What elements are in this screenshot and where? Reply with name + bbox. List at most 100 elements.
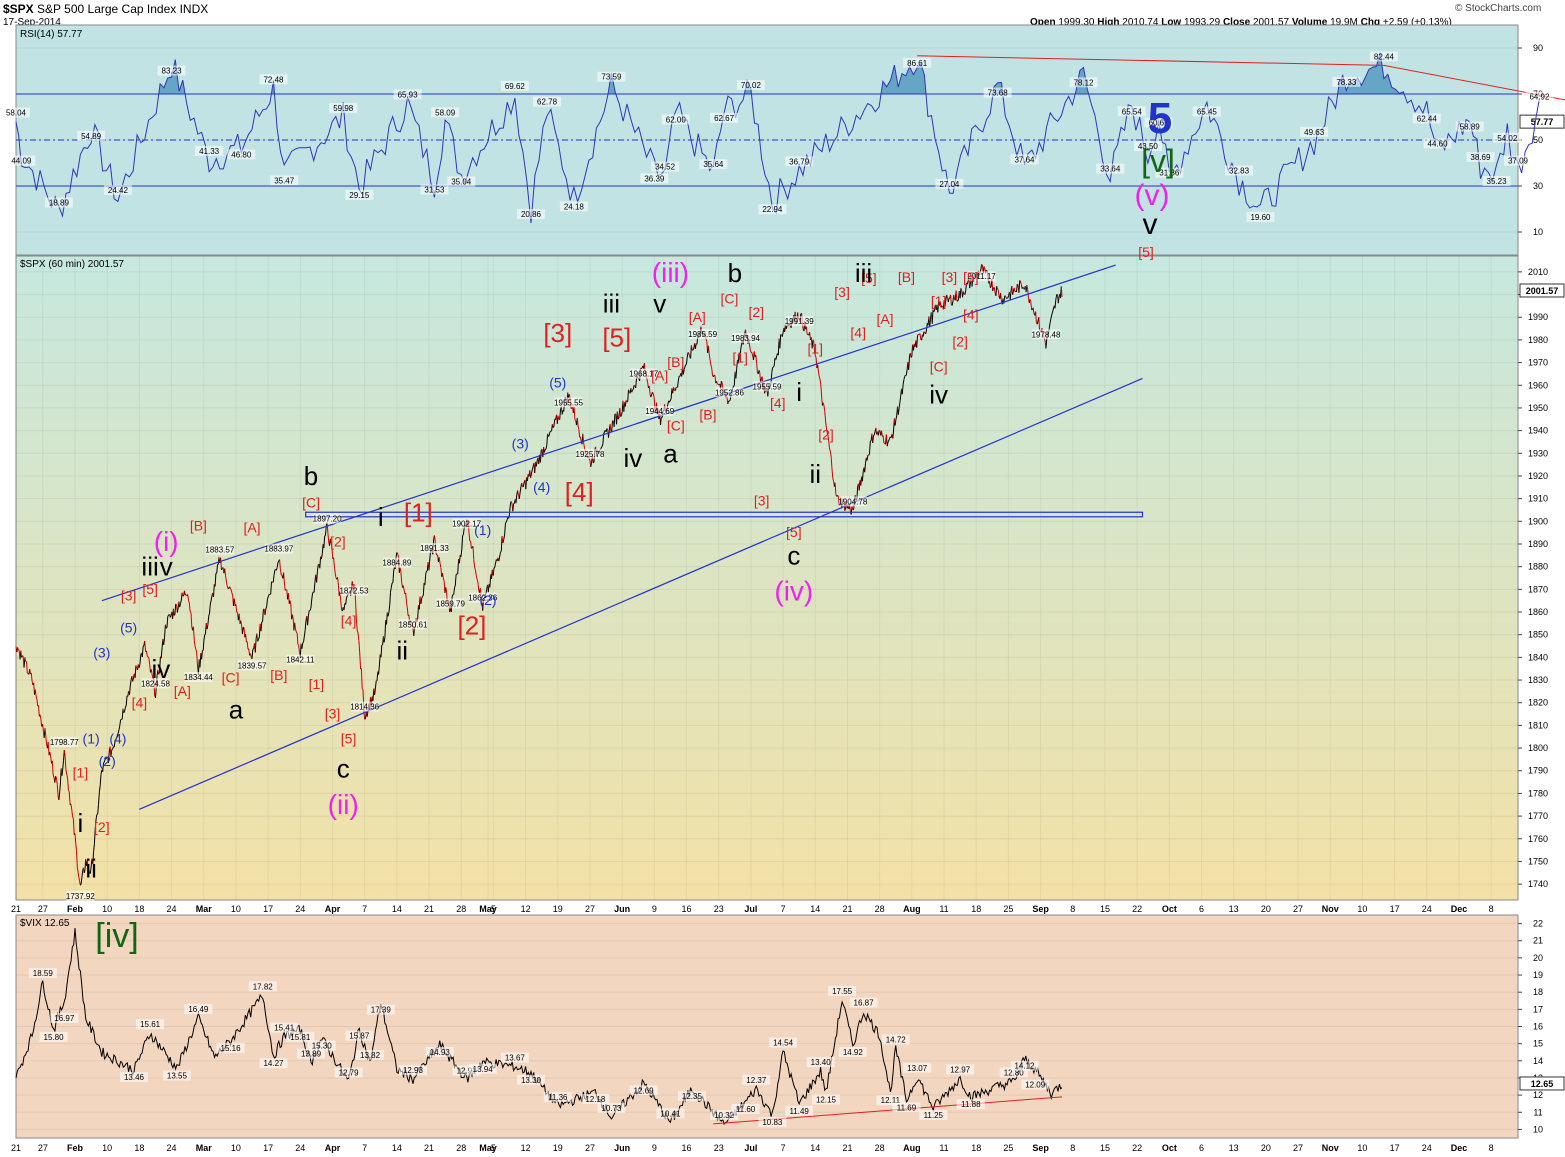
x-tick-label: 14 bbox=[810, 904, 820, 914]
rsi-current-box bbox=[1519, 114, 1565, 129]
price-segment bbox=[56, 784, 59, 797]
price-segment bbox=[88, 869, 91, 874]
rsi-value-label: 44.60 bbox=[1428, 139, 1449, 148]
price-segment bbox=[825, 421, 827, 428]
price-segment bbox=[616, 411, 619, 420]
price-segment bbox=[139, 655, 142, 665]
price-label-bg bbox=[838, 496, 867, 507]
price-value-label: 1883.57 bbox=[205, 546, 234, 555]
price-segment bbox=[919, 333, 922, 340]
x-tick-label: 27 bbox=[585, 904, 595, 914]
price-tick-label: 1970 bbox=[1528, 358, 1548, 368]
price-segment bbox=[613, 413, 616, 428]
x-tick-label: Jun bbox=[614, 904, 630, 914]
vix-value-label: 14.54 bbox=[773, 1039, 794, 1048]
price-segment bbox=[549, 430, 552, 433]
price-segment bbox=[290, 604, 293, 620]
rsi-value-label: 35.23 bbox=[1487, 177, 1508, 186]
price-segment bbox=[188, 599, 190, 604]
wave-label: [2] bbox=[94, 819, 110, 835]
x-tick-label: 21 bbox=[424, 904, 434, 914]
price-segment bbox=[1032, 307, 1035, 314]
rsi-label-bg bbox=[1482, 175, 1511, 186]
price-segment bbox=[694, 343, 697, 349]
price-segment bbox=[145, 650, 148, 656]
price-segment bbox=[420, 598, 423, 604]
price-segment bbox=[682, 369, 685, 375]
vix-label-bg bbox=[656, 1108, 685, 1119]
price-segment bbox=[628, 389, 630, 392]
vix-value-label: 15.16 bbox=[221, 1044, 242, 1053]
wave-label: iv bbox=[929, 379, 948, 409]
wave-label-v-green: [v] bbox=[1141, 143, 1175, 179]
vix-label-bg bbox=[28, 968, 57, 979]
price-segment bbox=[901, 384, 904, 395]
price-segment bbox=[51, 760, 54, 775]
vix-tick-label: 14 bbox=[1533, 1056, 1543, 1066]
price-segment bbox=[727, 400, 730, 405]
price-segment bbox=[908, 356, 910, 370]
price-segment bbox=[1012, 291, 1014, 295]
price-segment bbox=[333, 566, 336, 574]
price-segment bbox=[99, 774, 102, 786]
wave-label: [C] bbox=[930, 359, 948, 375]
price-segment bbox=[720, 380, 722, 389]
price-segment bbox=[617, 417, 620, 420]
price-segment bbox=[173, 614, 176, 616]
price-segment bbox=[779, 334, 782, 349]
price-segment bbox=[877, 430, 880, 436]
price-segment bbox=[189, 610, 192, 614]
wave-label: (ii) bbox=[328, 789, 359, 820]
price-segment bbox=[602, 433, 605, 444]
vix-value-label: 16.97 bbox=[54, 1014, 75, 1023]
price-segment bbox=[468, 532, 471, 542]
price-segment bbox=[29, 669, 31, 674]
price-tick-label: 1820 bbox=[1528, 698, 1548, 708]
wave-label: [1] bbox=[807, 341, 823, 357]
price-segment bbox=[827, 435, 830, 443]
wave-label: iv bbox=[624, 443, 643, 473]
price-segment bbox=[519, 486, 522, 493]
rsi-value-label: 29.15 bbox=[349, 191, 370, 200]
price-segment bbox=[120, 718, 122, 721]
price-value-label: 1737.92 bbox=[66, 892, 95, 901]
wave-label: [B] bbox=[270, 667, 287, 683]
price-tick-label: 1900 bbox=[1528, 516, 1548, 526]
x-tick-label-vix: 12 bbox=[521, 1143, 531, 1153]
vix-current-value: 12.65 bbox=[1531, 1079, 1554, 1089]
price-segment bbox=[62, 760, 64, 770]
price-segment bbox=[204, 633, 206, 636]
wave-label: [5] bbox=[861, 270, 877, 286]
price-segment bbox=[740, 344, 742, 350]
price-segment bbox=[531, 469, 533, 474]
price-label-bg bbox=[238, 660, 267, 671]
price-segment bbox=[688, 352, 691, 358]
price-value-label: 1872.53 bbox=[339, 587, 368, 596]
x-tick-label-vix: Nov bbox=[1322, 1143, 1339, 1153]
vix-value-label: 10.32 bbox=[714, 1111, 735, 1120]
price-segment bbox=[1030, 301, 1033, 310]
price-segment bbox=[905, 369, 908, 376]
rsi-label-bg bbox=[500, 80, 529, 91]
price-segment bbox=[1018, 280, 1021, 293]
price-segment bbox=[1049, 318, 1052, 323]
price-segment bbox=[343, 603, 346, 611]
price-segment bbox=[611, 420, 613, 432]
price-segment bbox=[52, 774, 55, 778]
price-segment bbox=[926, 323, 928, 331]
rsi-label-bg bbox=[559, 201, 588, 212]
price-segment bbox=[608, 430, 610, 438]
price-segment bbox=[677, 380, 679, 387]
price-segment bbox=[711, 367, 713, 376]
vix-value-label: 17.55 bbox=[832, 987, 853, 996]
x-tick-label-vix: 28 bbox=[456, 1143, 466, 1153]
price-segment bbox=[359, 652, 362, 670]
price-segment bbox=[34, 689, 37, 697]
price-segment bbox=[543, 449, 546, 453]
x-tick-label-vix: 9 bbox=[652, 1143, 657, 1153]
wave-label: [5] bbox=[602, 323, 631, 353]
price-segment bbox=[755, 355, 758, 364]
wave-label: i bbox=[796, 377, 802, 407]
rsi-value-label: 70.02 bbox=[741, 81, 762, 90]
price-channel-line bbox=[139, 377, 1143, 810]
